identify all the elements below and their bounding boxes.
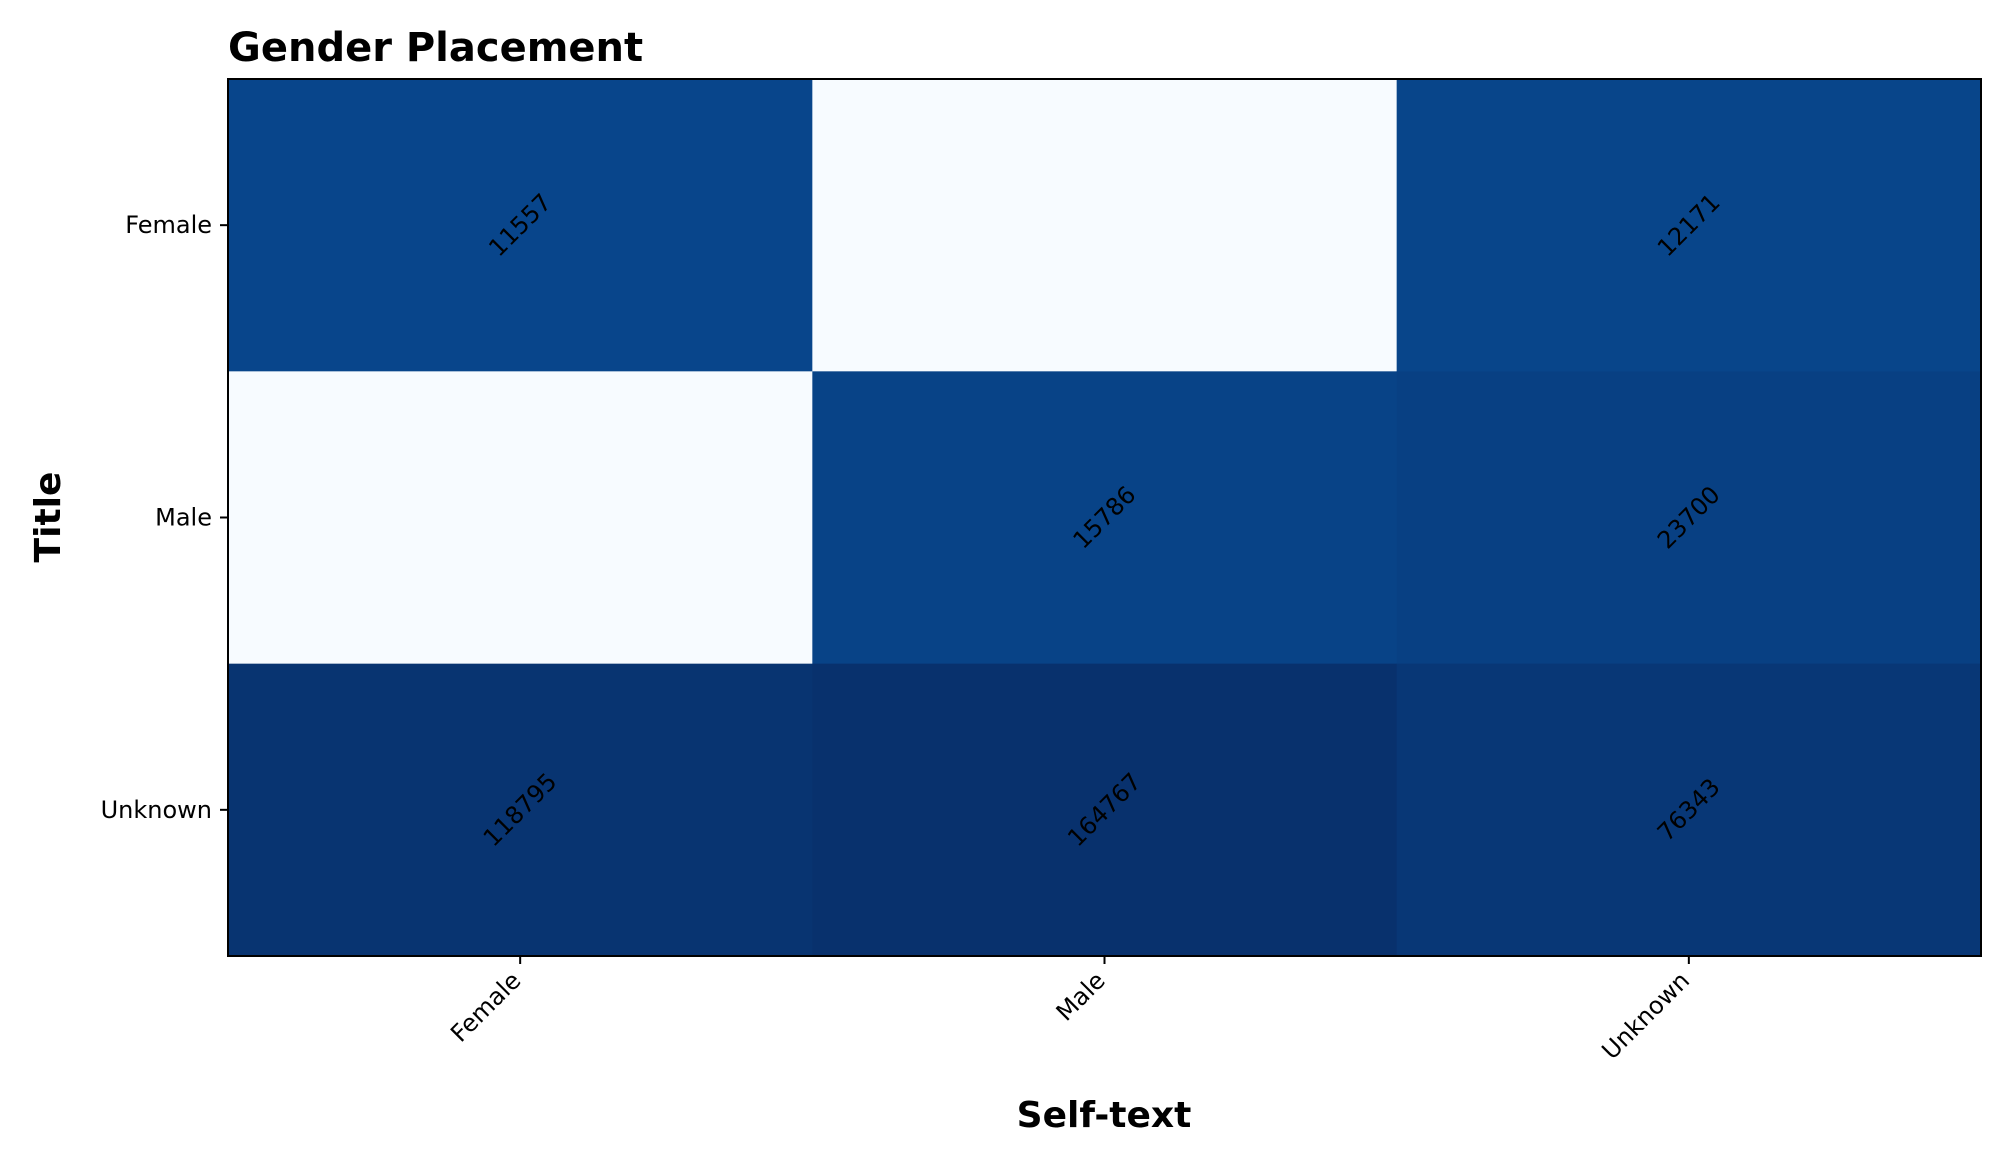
heatmap-cell bbox=[228, 79, 813, 372]
y-axis-ticks: Female Male Unknown bbox=[101, 211, 228, 824]
y-tick-label: Female bbox=[125, 211, 212, 239]
heatmap-cell bbox=[812, 371, 1398, 665]
heatmap-cell bbox=[1396, 663, 1982, 957]
heatmap-cell bbox=[1396, 371, 1982, 665]
heatmap-cell bbox=[812, 663, 1398, 957]
y-tick-label: Unknown bbox=[101, 796, 212, 824]
heatmap-cell bbox=[1396, 79, 1982, 372]
heatmap-cell bbox=[812, 79, 1398, 372]
x-axis-label: Self-text bbox=[1017, 1095, 1192, 1136]
heatmap-cells bbox=[228, 79, 1982, 957]
x-tick-label: Female bbox=[445, 966, 526, 1047]
x-tick-label: Unknown bbox=[1596, 966, 1695, 1065]
y-axis-label: Title bbox=[28, 472, 69, 563]
y-tick-label: Male bbox=[155, 504, 212, 532]
x-tick-label: Male bbox=[1051, 966, 1111, 1026]
chart-title: Gender Placement bbox=[228, 25, 643, 71]
heatmap-cell bbox=[228, 371, 813, 665]
x-axis-ticks: Female Male Unknown bbox=[445, 956, 1695, 1065]
heatmap-cell bbox=[228, 663, 813, 957]
